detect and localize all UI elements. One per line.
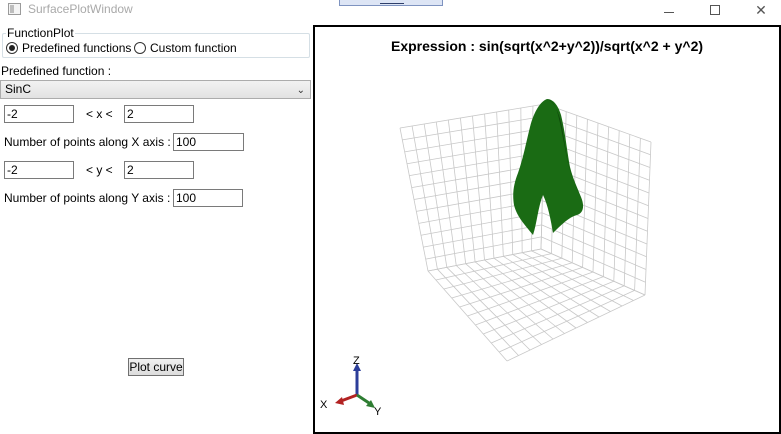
predefined-function-select[interactable]: SinC ⌄: [0, 80, 311, 99]
grid-line: [425, 236, 542, 260]
radio-predefined-functions[interactable]: Predefined functions: [6, 41, 131, 55]
grid-line: [483, 280, 614, 335]
grid-line: [427, 248, 542, 272]
radio-predefined-label: Predefined functions: [22, 41, 132, 55]
grid-line: [443, 257, 562, 290]
x-points-input[interactable]: 100: [173, 133, 244, 151]
radio-custom-function[interactable]: Custom function: [134, 41, 237, 55]
x-range-label: < x <: [86, 107, 113, 121]
y-axis-arrow: [356, 393, 370, 405]
grid-line: [506, 294, 646, 362]
grid-line: [451, 262, 573, 299]
close-button[interactable]: ✕: [738, 0, 781, 20]
radio-unchecked-icon[interactable]: [134, 42, 146, 54]
y-axis-arrow-head: [366, 400, 375, 408]
minimize-button[interactable]: [646, 0, 692, 20]
grid-line: [498, 290, 635, 353]
axis-gizmo: Z X Y: [320, 355, 382, 418]
grid-line: [544, 103, 652, 143]
x-axis-arrow-head: [335, 397, 344, 405]
plot-curve-button[interactable]: Plot curve: [128, 358, 184, 376]
x-points-label: Number of points along X axis :: [4, 135, 171, 149]
y-axis-label: Y: [374, 406, 382, 418]
grid-line: [399, 103, 546, 129]
close-icon: ✕: [755, 1, 767, 18]
grid-line: [406, 139, 545, 165]
maximize-icon: [710, 5, 720, 15]
window-title: SurfacePlotWindow: [28, 2, 133, 16]
x-max-input[interactable]: 2: [124, 105, 194, 123]
grid-line: [467, 271, 594, 317]
y-points-input[interactable]: 100: [173, 189, 243, 207]
surface-plot-viewport[interactable]: Expression : sin(sqrt(x^2+y^2))/sqrt(x^2…: [313, 25, 781, 434]
function-plot-legend: FunctionPlot: [6, 26, 75, 40]
grid-line: [491, 285, 625, 344]
grid-line: [459, 267, 583, 308]
y-points-label: Number of points along Y axis :: [4, 191, 171, 205]
grid-line: [409, 151, 544, 177]
title-bar: SurfacePlotWindow ✕: [0, 0, 781, 20]
radio-checked-icon[interactable]: [6, 42, 18, 54]
chevron-down-icon: ⌄: [296, 85, 305, 96]
x-axis-arrow: [340, 393, 358, 403]
predefined-function-value: SinC: [5, 82, 32, 96]
y-range-label: < y <: [86, 163, 113, 177]
grid-line: [423, 224, 542, 248]
function-plot-group: [2, 33, 310, 58]
y-max-input[interactable]: 2: [124, 161, 194, 179]
top-tab-indicator: [339, 0, 443, 6]
grid-line: [404, 127, 545, 153]
y-min-input[interactable]: -2: [4, 161, 74, 179]
grid-line: [402, 115, 545, 141]
expression-title: Expression : sin(sqrt(x^2+y^2))/sqrt(x^2…: [390, 38, 704, 54]
predefined-function-label: Predefined function :: [1, 64, 112, 78]
window-app-icon: [8, 3, 21, 15]
grid-line: [541, 224, 647, 270]
radio-custom-label: Custom function: [150, 41, 237, 55]
maximize-button[interactable]: [692, 0, 738, 20]
grid-line: [475, 276, 604, 326]
minimize-icon: [664, 11, 674, 13]
x-min-input[interactable]: -2: [4, 105, 74, 123]
z-axis-arrow-head: [353, 363, 361, 371]
grid-line: [435, 253, 552, 281]
grid-line: [541, 236, 646, 283]
surface-scene: Z X Y: [320, 99, 652, 418]
sinc-surface: [513, 99, 584, 235]
floor-grid: [427, 248, 646, 362]
z-axis-label: Z: [353, 355, 360, 367]
x-axis-label: X: [320, 399, 328, 411]
